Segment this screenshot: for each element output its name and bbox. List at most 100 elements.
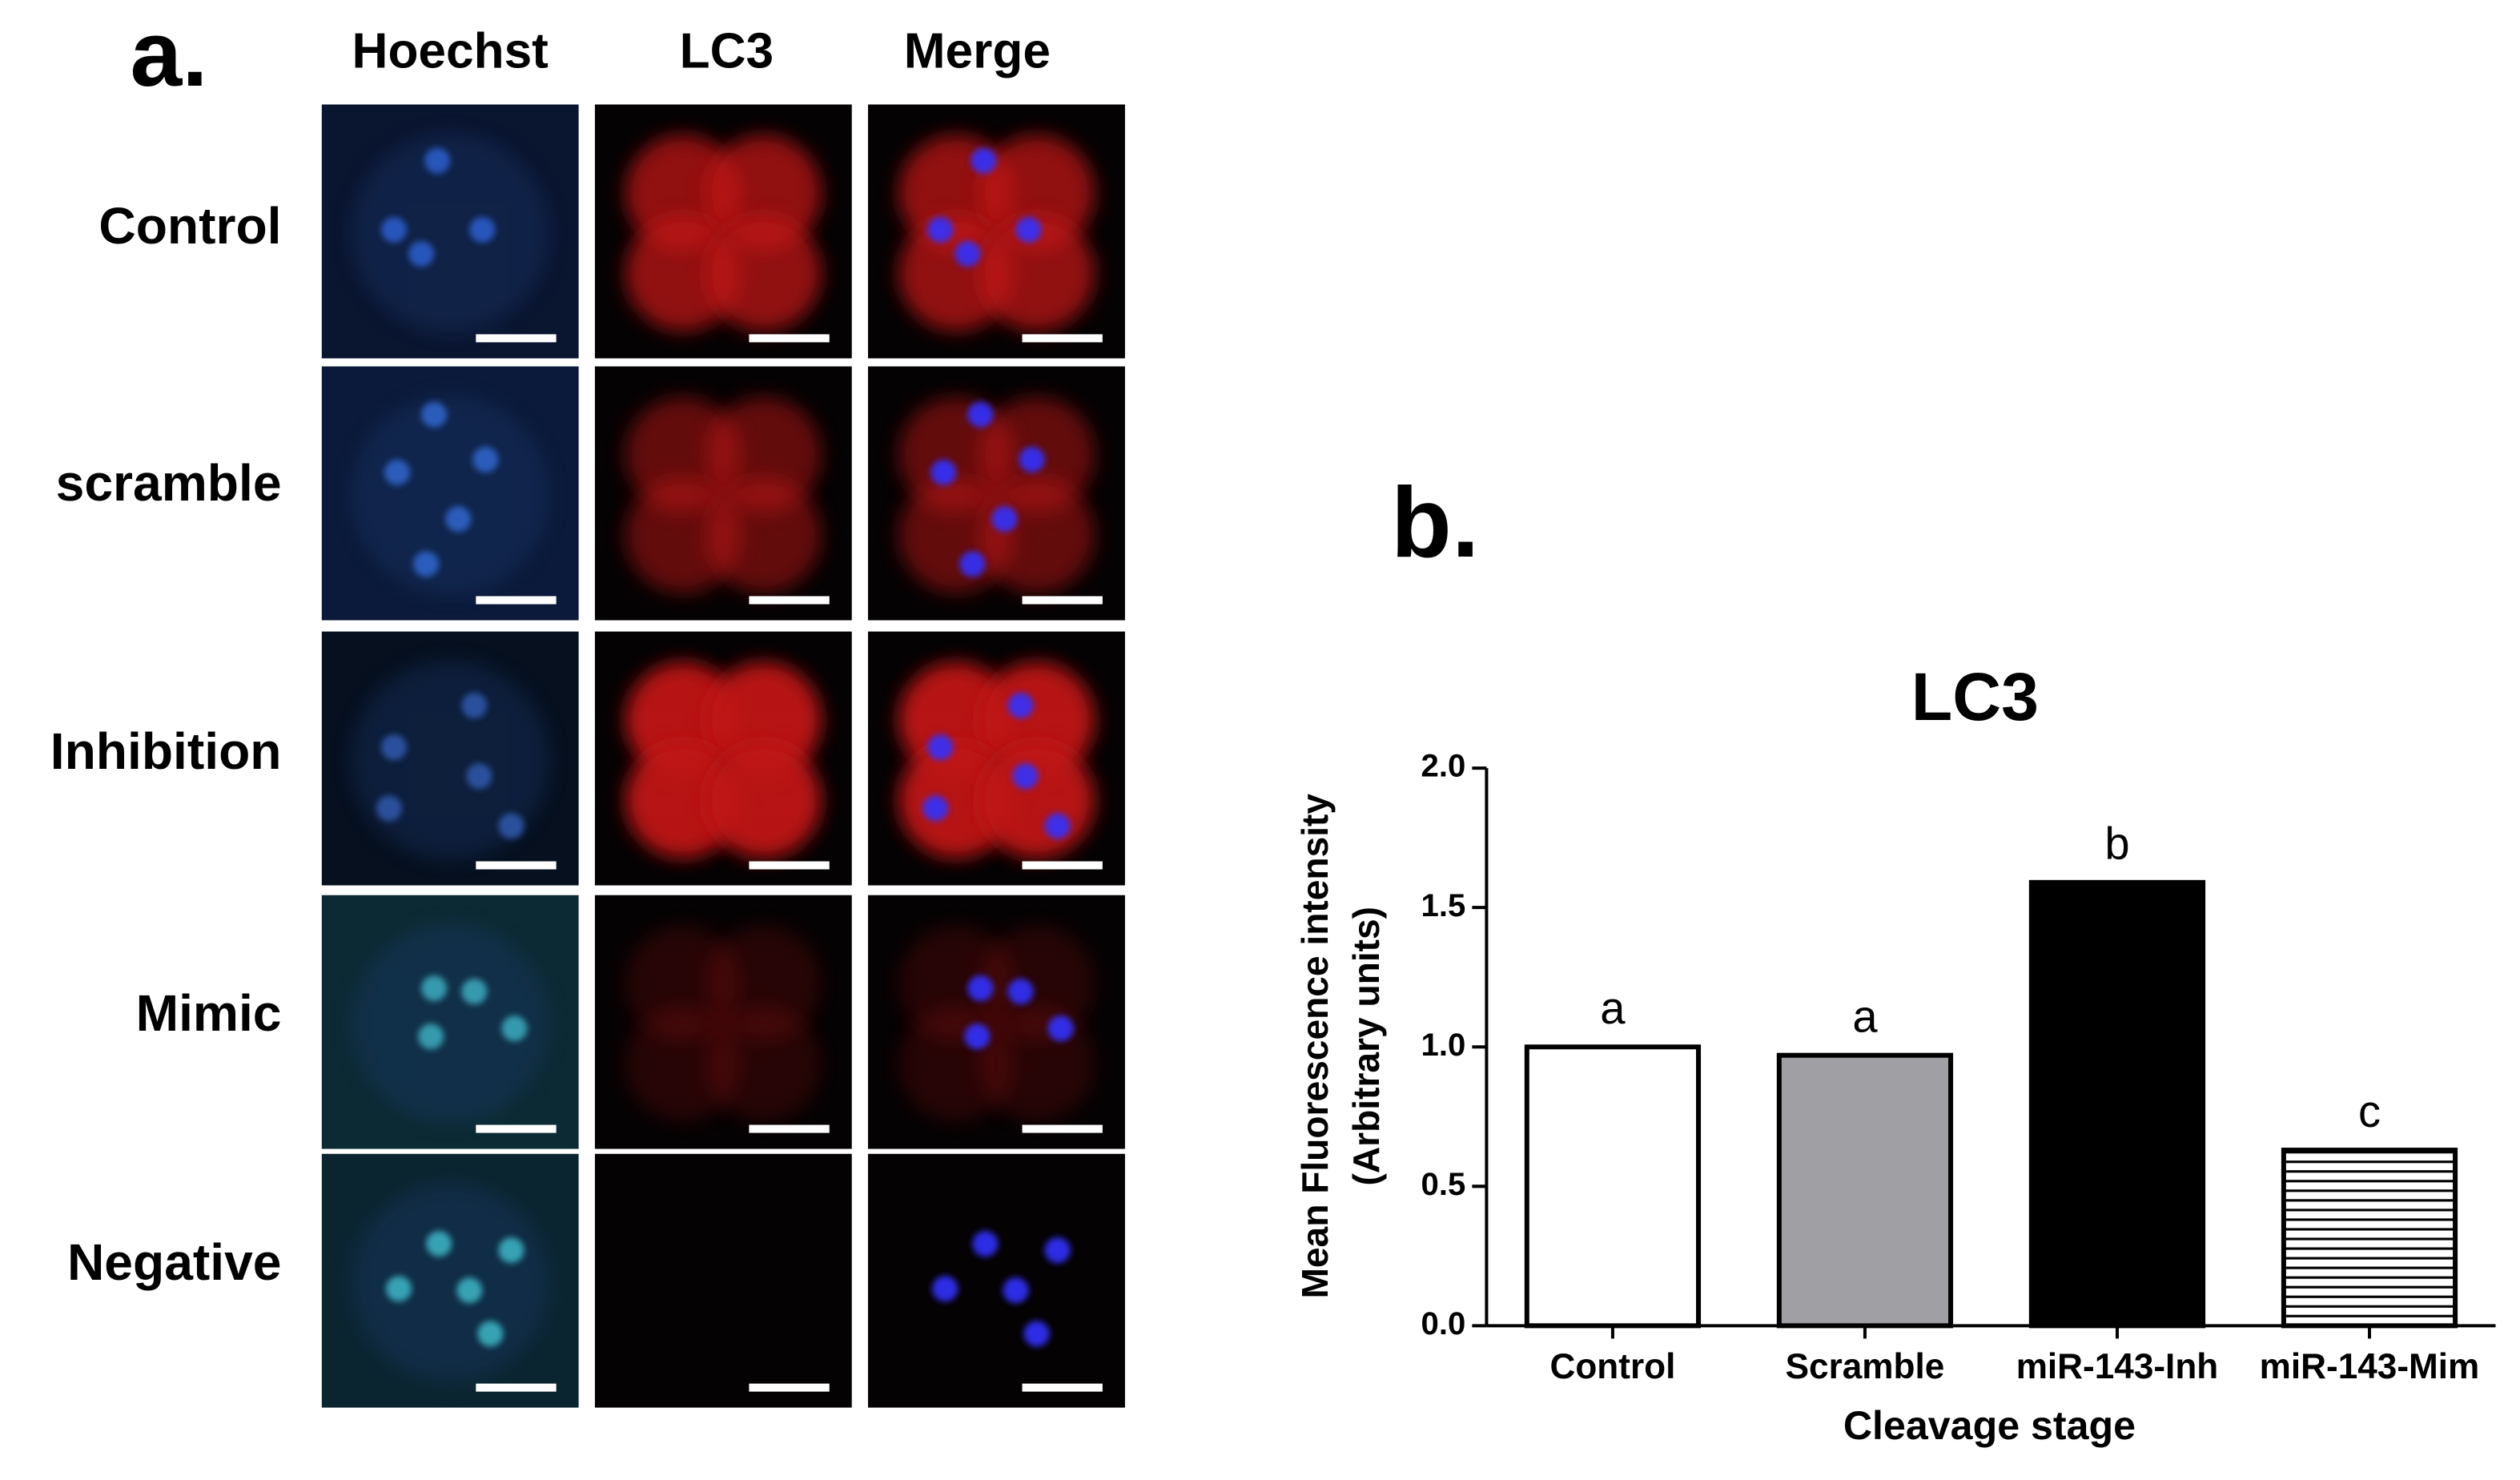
- nucleus: [501, 1015, 528, 1042]
- nucleus: [445, 506, 472, 533]
- x-axis-label: Cleavage stage: [1843, 1403, 2136, 1448]
- row-label: Negative: [67, 1233, 282, 1291]
- nucleus: [972, 1230, 999, 1257]
- nucleus: [1044, 1237, 1071, 1264]
- y-tick-label: 0.5: [1421, 1166, 1466, 1202]
- scale-bar: [1022, 596, 1103, 605]
- significance-label: c: [2358, 1086, 2381, 1136]
- row-label: scramble: [56, 454, 282, 512]
- significance-label: a: [1852, 991, 1878, 1041]
- micrograph: [594, 1153, 852, 1408]
- x-tick-label: Control: [1550, 1347, 1676, 1386]
- nucleus: [466, 763, 492, 790]
- scale-bar: [1022, 861, 1103, 870]
- scale-bar: [1022, 1124, 1103, 1133]
- scale-bar: [749, 861, 830, 870]
- nucleus: [418, 1024, 444, 1050]
- bar-chart: LC3 Mean Fluorescence intensity (Arbitrary…: [1294, 659, 2496, 1448]
- row-label: Control: [98, 197, 281, 255]
- cell-signal: [898, 662, 1015, 778]
- panel-a: Hoechst LC3 Merge Control scramble Inhibition…: [50, 24, 1125, 1408]
- micrograph: [867, 1153, 1125, 1408]
- micrograph: [594, 631, 852, 886]
- x-tick-label: Scramble: [1786, 1347, 1945, 1386]
- y-tick-label: 1.5: [1421, 887, 1466, 923]
- bar: [2281, 1148, 2458, 1329]
- panel-label: a.: [131, 2, 208, 106]
- nucleus: [967, 401, 994, 428]
- column-header: Hoechst: [352, 24, 549, 79]
- nucleus: [424, 147, 451, 174]
- nucleus: [1047, 1015, 1074, 1042]
- micrograph-background: [867, 1153, 1125, 1408]
- cell-signal: [705, 135, 822, 251]
- scale-bar: [749, 334, 830, 343]
- scale-bar: [749, 1383, 830, 1392]
- cell-signal: [625, 396, 742, 513]
- cell-signal: [898, 477, 1015, 593]
- micrograph: [594, 104, 852, 359]
- row-label: Mimic: [136, 984, 282, 1042]
- cell-signal: [625, 215, 742, 332]
- cell-signal: [898, 215, 1015, 332]
- nucleus: [1007, 978, 1034, 1005]
- cell-signal: [705, 1006, 822, 1122]
- scale-bar: [749, 596, 830, 605]
- nucleus: [964, 1024, 991, 1050]
- cell-signal: [625, 477, 742, 593]
- micrograph: [321, 366, 579, 621]
- bar: [1524, 1044, 1702, 1329]
- nucleus: [498, 1237, 524, 1264]
- micrograph: [594, 366, 852, 621]
- nucleus: [955, 240, 981, 267]
- nucleus: [376, 795, 403, 822]
- nucleus: [384, 459, 411, 485]
- nucleus: [413, 551, 440, 577]
- micrograph: [867, 366, 1125, 621]
- scale-bar: [1022, 334, 1103, 343]
- nucleus: [498, 813, 524, 839]
- column-header: LC3: [680, 24, 774, 79]
- cell-signal: [979, 1006, 1095, 1122]
- cell-signal: [625, 1006, 742, 1122]
- nucleus: [408, 240, 435, 267]
- cell-signal: [705, 925, 822, 1042]
- micrograph: [321, 104, 579, 359]
- nucleus: [469, 216, 496, 243]
- nucleus: [927, 216, 954, 243]
- scale-bar: [749, 1124, 830, 1133]
- y-tick-label: 0.0: [1421, 1305, 1466, 1341]
- cell-signal: [625, 662, 742, 778]
- nucleus: [461, 692, 488, 718]
- nucleus: [385, 1276, 412, 1302]
- cell-signal: [705, 215, 822, 332]
- y-axis-label: (Arbitrary units): [1345, 907, 1387, 1186]
- nucleus: [1012, 763, 1039, 790]
- nucleus: [477, 1321, 504, 1347]
- cell-signal: [705, 742, 822, 859]
- cell-signal: [898, 742, 1015, 859]
- cell-signal: [625, 742, 742, 859]
- y-axis-label: Mean Fluorescence intensity: [1294, 794, 1336, 1299]
- bar: [2028, 879, 2206, 1329]
- cell-signal: [625, 135, 742, 251]
- embryo-glow: [350, 1182, 550, 1382]
- micrograph: [867, 631, 1125, 886]
- scale-bar: [476, 596, 557, 605]
- nucleus: [971, 147, 997, 174]
- x-tick-label: miR-143-Mim: [2260, 1347, 2480, 1386]
- nucleus: [1003, 1277, 1029, 1304]
- cell-signal: [979, 477, 1095, 593]
- scale-bar: [476, 861, 557, 870]
- micrograph: [321, 1153, 579, 1408]
- nucleus: [991, 506, 1018, 533]
- micrograph-background: [594, 1153, 852, 1408]
- nucleus: [1015, 216, 1042, 243]
- nucleus: [932, 1276, 959, 1302]
- scale-bar: [476, 334, 557, 343]
- nucleus: [380, 216, 408, 243]
- y-tick-label: 1.0: [1421, 1027, 1466, 1063]
- embryo-glow: [350, 395, 550, 595]
- micrograph: [867, 895, 1125, 1149]
